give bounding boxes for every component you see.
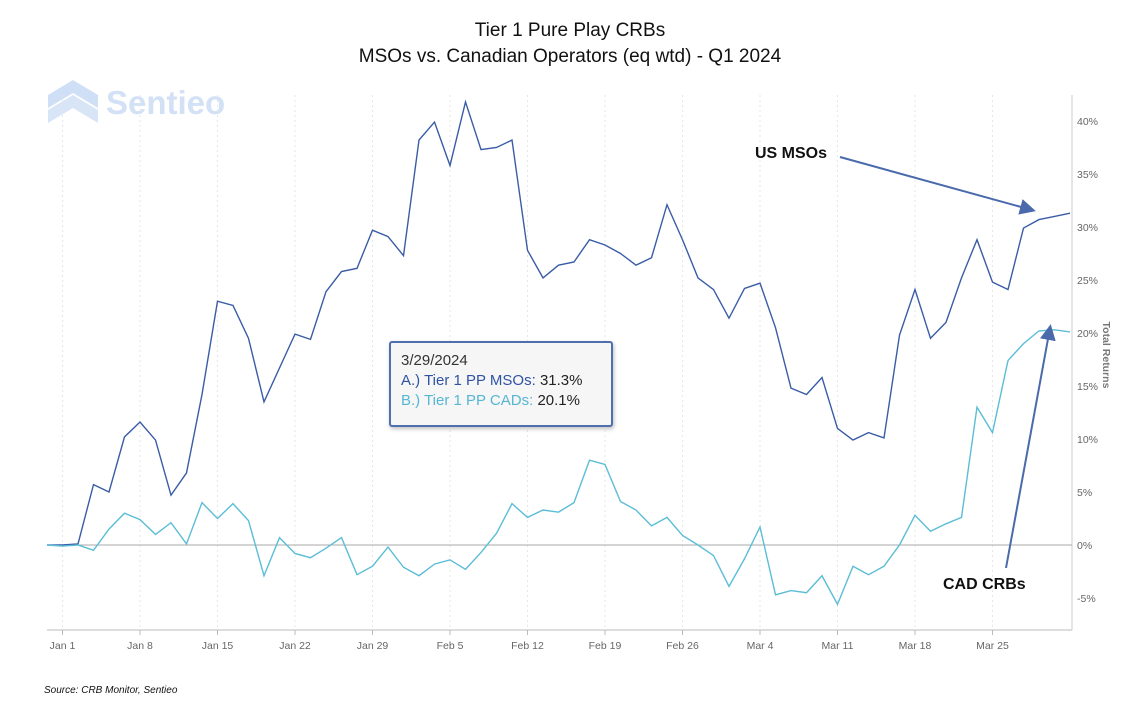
cad-crb-arrow [1005,324,1056,569]
source-note: Source: CRB Monitor, Sentieo [44,685,178,696]
y-tick-label: 40% [1077,116,1098,128]
us-mso-arrow [839,156,1036,215]
x-tick-label: Jan 29 [357,640,389,652]
y-tick-label: 0% [1077,540,1092,552]
annotation-cad-crbs: CAD CRBs [943,576,1026,593]
logo-text: Sentieo [106,84,226,121]
x-tick-label: Feb 12 [511,640,544,652]
x-tick-label: Mar 4 [747,640,774,652]
series-line-cads [46,329,1071,606]
chart-subtitle: MSOs vs. Canadian Operators (eq wtd) - Q… [358,46,782,67]
y-tick-label: 15% [1077,381,1098,393]
y-tick-label: -5% [1077,593,1096,605]
y-tick-label: 10% [1077,434,1098,446]
x-tick-label: Jan 1 [50,640,76,652]
x-tick-label: Mar 25 [976,640,1009,652]
x-tick-label: Jan 22 [279,640,311,652]
tooltip: 3/29/2024 A.) Tier 1 PP MSOs: 31.3% B.) … [389,341,613,427]
series-line-msos [47,99,1071,546]
y-tick-label: 25% [1077,275,1098,287]
tooltip-series-b-value: 20.1% [537,392,580,409]
y-tick-label: 5% [1077,487,1092,499]
tooltip-series-b-label: B.) Tier 1 PP CADs: [401,392,534,409]
x-tick-label: Mar 11 [822,640,854,652]
y-axis-label: Total Returns [1100,322,1112,389]
annotation-us-msos: US MSOs [755,145,828,162]
x-tick-label: Jan 8 [127,640,153,652]
tooltip-series-a-label: A.) Tier 1 PP MSOs: [401,372,536,389]
y-tick-label: 30% [1077,222,1098,234]
x-tick-label: Feb 19 [589,640,622,652]
x-tick-label: Feb 5 [437,640,464,652]
tooltip-date: 3/29/2024 [401,352,468,369]
x-tick-label: Feb 26 [666,640,699,652]
sentieo-watermark: Sentieo [48,80,225,126]
tooltip-series-a-value: 31.3% [539,372,583,389]
y-tick-label: 20% [1077,328,1098,340]
y-tick-label: 35% [1077,169,1098,181]
chart-title: Tier 1 Pure Play CRBs [474,20,666,41]
sentieo-logo-icon [48,80,98,123]
x-tick-label: Jan 15 [202,640,234,652]
x-tick-label: Mar 18 [899,640,932,652]
